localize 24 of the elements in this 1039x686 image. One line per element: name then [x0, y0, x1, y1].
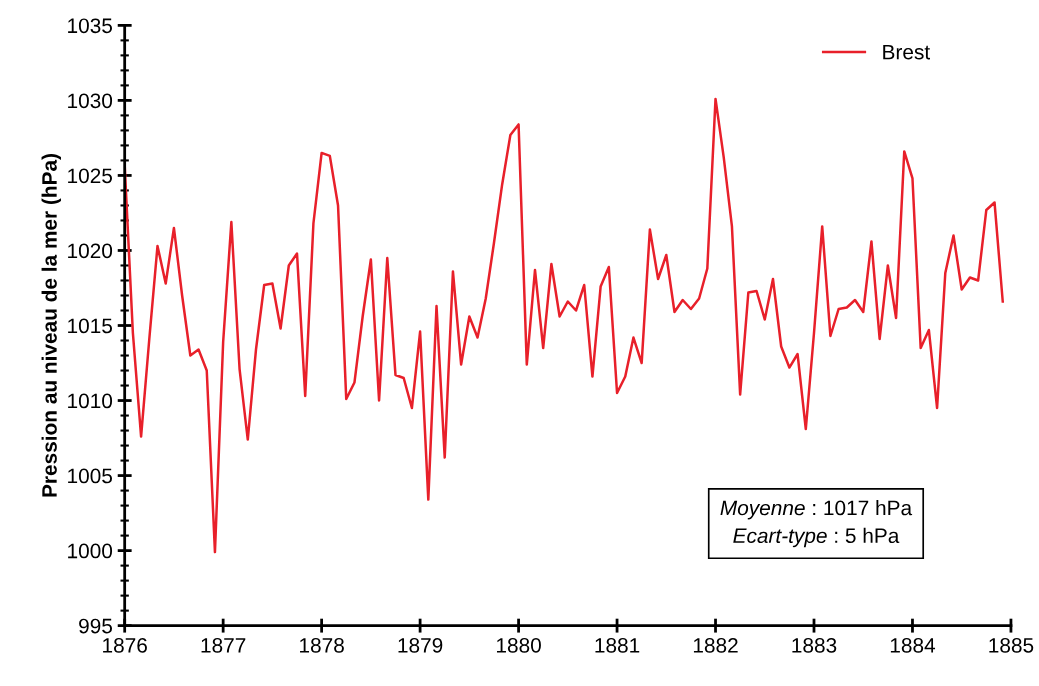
- annotation: Moyenne : 1017 hPa: [720, 500, 913, 520]
- x-tick-label: 1878: [300, 637, 344, 653]
- x-tick-label: 1876: [103, 637, 147, 653]
- y-tick-label: 1030: [68, 93, 113, 109]
- line-series: [124, 97, 1004, 554]
- x-tick-label: 1880: [496, 637, 541, 653]
- y-tick-label: 995: [79, 618, 112, 634]
- y-tick-label: 1000: [68, 543, 113, 559]
- x-tick-label: 1884: [890, 637, 936, 653]
- x-tick-label: 1881: [595, 637, 640, 653]
- x-tick-label: 1882: [693, 637, 738, 653]
- y-tick-label: 1025: [68, 168, 113, 184]
- x-tick-label: 1883: [792, 637, 837, 653]
- x-tick-label: 1885: [989, 637, 1034, 653]
- y-tick-label: 1020: [68, 243, 113, 259]
- legend-label: Brest: [883, 44, 931, 60]
- y-tick-label: 1035: [68, 18, 113, 34]
- x-tick-label: 1879: [398, 637, 443, 653]
- y-tick-label: 1015: [68, 318, 113, 334]
- annotation: Ecart-type : 5 hPa: [733, 527, 900, 548]
- x-tick-label: 1877: [201, 637, 246, 653]
- y-tick-label: 1005: [68, 468, 113, 484]
- y-tick-label: 1010: [68, 393, 113, 409]
- y-axis-title: Pression au niveau de la mer (hPa): [41, 154, 61, 497]
